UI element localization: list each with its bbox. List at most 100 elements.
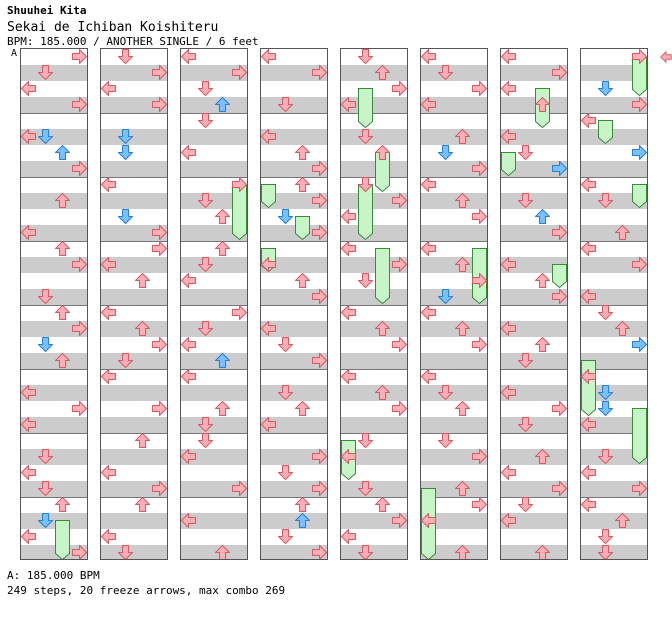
measure-line — [421, 305, 487, 306]
beat-stripe — [581, 129, 647, 145]
beat-stripe — [181, 289, 247, 305]
arrow-left-icon — [581, 240, 597, 257]
measure-line — [501, 177, 567, 178]
beat-stripe — [581, 97, 647, 113]
beat-stripe — [501, 129, 567, 145]
beat-stripe — [261, 481, 327, 497]
arrow-down-icon — [37, 336, 54, 353]
bpm-summary: A: 185.000 BPM — [7, 569, 100, 582]
arrow-right-icon — [71, 96, 87, 113]
measure-line — [181, 497, 247, 498]
arrow-down-icon — [117, 49, 134, 65]
beat-stripe — [581, 257, 647, 273]
arrow-down-icon — [357, 49, 374, 65]
beat-stripe — [341, 193, 407, 209]
beat-stripe — [181, 193, 247, 209]
arrow-down-icon — [517, 416, 534, 433]
arrow-up-icon — [454, 400, 471, 417]
arrow-up-icon — [374, 64, 391, 81]
beat-stripe — [501, 417, 567, 433]
measure-line — [261, 369, 327, 370]
arrow-right-icon — [71, 256, 87, 273]
arrow-layer — [261, 49, 327, 559]
arrow-up-icon — [214, 400, 231, 417]
arrow-up-icon — [134, 320, 151, 337]
arrow-down-icon — [117, 352, 134, 369]
arrow-left-icon — [21, 384, 37, 401]
measure-line — [101, 241, 167, 242]
arrow-left-icon — [501, 128, 517, 145]
arrow-up-icon — [534, 448, 551, 465]
measure-line — [501, 113, 567, 114]
chart-meta-info: BPM: 185.000 / ANOTHER SINGLE / 6 feet — [7, 35, 259, 48]
arrow-left-icon — [501, 256, 517, 273]
arrow-right-icon — [151, 240, 167, 257]
arrow-left-icon — [101, 304, 117, 321]
arrow-up-icon — [294, 272, 311, 289]
arrow-up-icon — [294, 400, 311, 417]
arrow-right-icon — [471, 448, 487, 465]
arrow-down-icon — [117, 544, 134, 559]
arrow-down-icon — [437, 64, 454, 81]
beat-stripe — [341, 289, 407, 305]
arrow-down-icon — [597, 304, 614, 321]
beat-stripe — [421, 97, 487, 113]
arrow-down-icon — [437, 288, 454, 305]
arrow-left-icon — [660, 50, 672, 64]
beat-stripe — [421, 257, 487, 273]
arrow-right-icon — [311, 480, 327, 497]
measure-line — [261, 177, 327, 178]
arrow-left-icon — [421, 96, 437, 113]
arrow-right-icon — [631, 480, 647, 497]
measure-line — [261, 241, 327, 242]
beat-stripe — [21, 97, 87, 113]
beat-stripe — [501, 385, 567, 401]
arrow-right-icon — [631, 49, 647, 65]
arrow-right-icon — [151, 336, 167, 353]
measure-line — [181, 177, 247, 178]
beat-stripe — [261, 257, 327, 273]
arrow-down-icon — [517, 352, 534, 369]
arrow-left-icon — [421, 368, 437, 385]
arrow-down-icon — [197, 416, 214, 433]
beat-stripe — [181, 481, 247, 497]
arrow-down-icon — [597, 448, 614, 465]
arrow-up-icon — [534, 272, 551, 289]
beat-stripe — [421, 513, 487, 529]
arrow-left-icon — [581, 464, 597, 481]
arrow-right-icon — [471, 336, 487, 353]
arrow-right-icon — [551, 224, 567, 241]
beat-stripe — [21, 417, 87, 433]
arrow-right-icon — [71, 320, 87, 337]
arrow-left-icon — [261, 320, 277, 337]
beat-stripe — [101, 129, 167, 145]
arrow-layer — [341, 49, 407, 559]
beat-stripe — [421, 289, 487, 305]
measure-line — [421, 433, 487, 434]
beat-stripe — [101, 481, 167, 497]
beat-stripe — [341, 545, 407, 559]
arrow-left-icon — [341, 96, 357, 113]
arrow-left-icon — [181, 272, 197, 289]
beat-stripe — [181, 417, 247, 433]
arrow-up-icon — [54, 240, 71, 257]
arrow-left-icon — [341, 528, 357, 545]
measure-line — [501, 433, 567, 434]
measure-line — [341, 241, 407, 242]
beat-stripe — [581, 513, 647, 529]
measure-line — [581, 305, 647, 306]
beat-stripe — [341, 417, 407, 433]
arrow-up-icon — [454, 192, 471, 209]
measure-line — [501, 497, 567, 498]
arrow-right-icon — [631, 336, 647, 353]
beat-stripe — [421, 321, 487, 337]
beat-stripe — [421, 129, 487, 145]
measure-line — [341, 305, 407, 306]
measure-line — [261, 113, 327, 114]
arrow-left-icon — [501, 49, 517, 65]
beat-stripe — [341, 353, 407, 369]
arrow-left-icon — [501, 80, 517, 97]
beat-stripe — [21, 193, 87, 209]
arrow-right-icon — [631, 256, 647, 273]
measure-line — [101, 497, 167, 498]
